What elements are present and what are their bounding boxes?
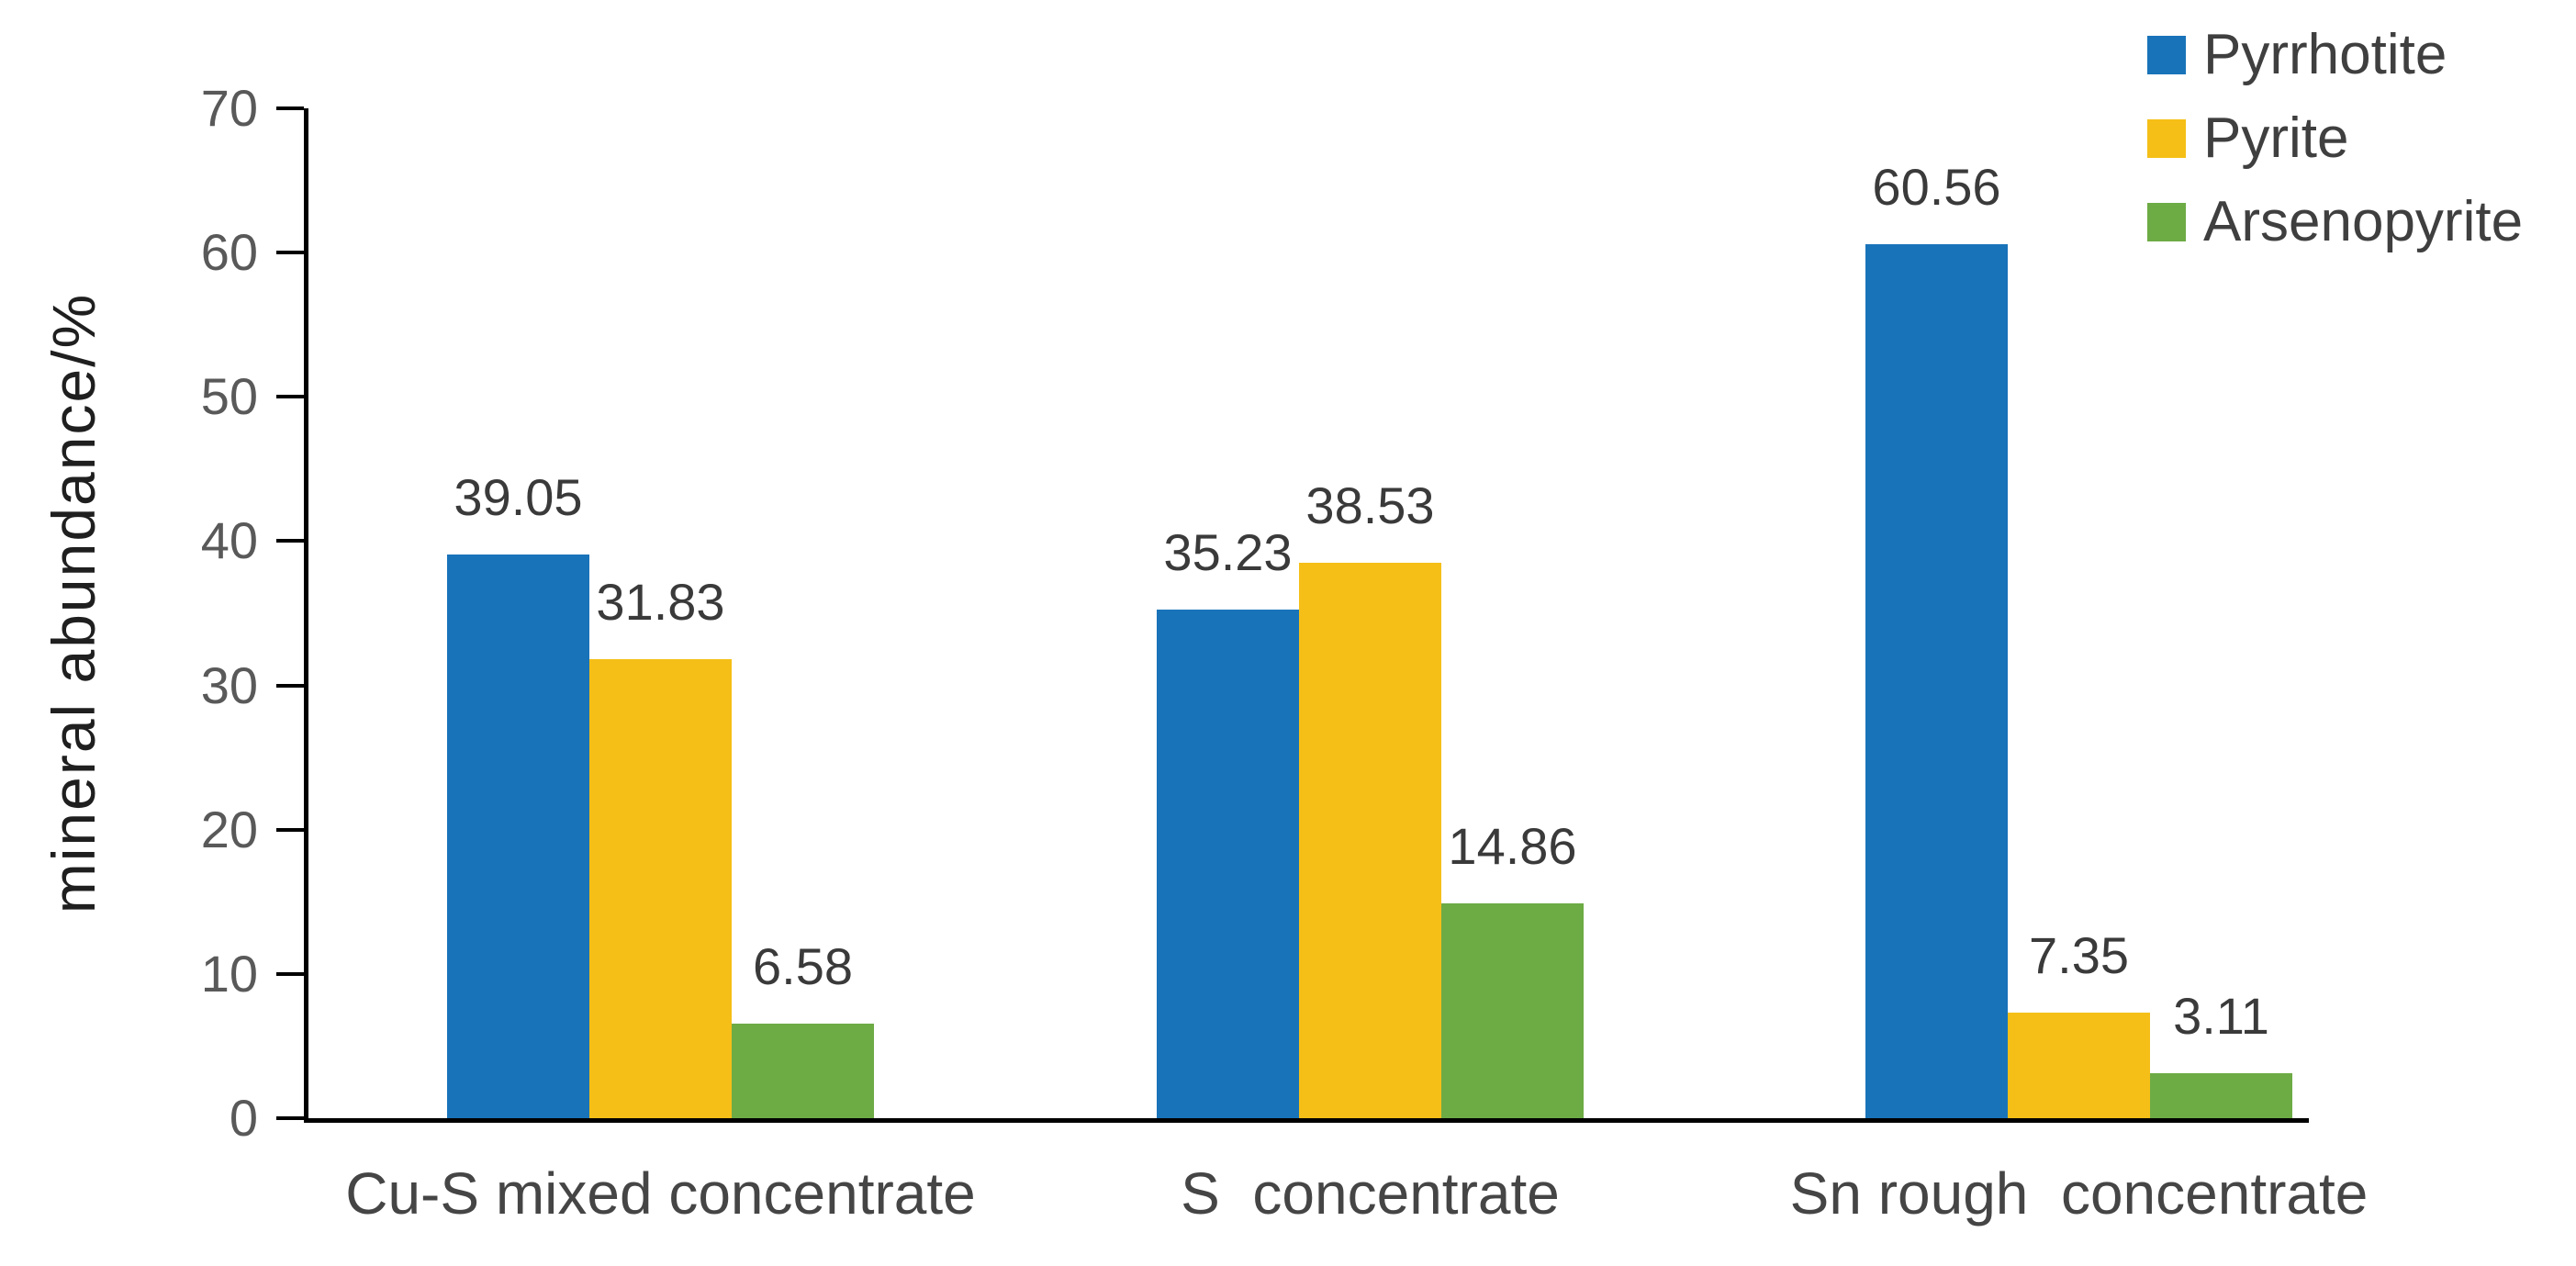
bar-pyrrhotite-s-concentrate (1157, 610, 1299, 1118)
value-label-pyrite-s-concentrate: 38.53 (1305, 476, 1435, 534)
bar-arsenopyrite-cu-s-mixed-concentrate (732, 1023, 874, 1118)
value-label-pyrrhotite-cu-s-mixed-concentrate: 39.05 (454, 468, 583, 527)
x-axis-line (304, 1118, 2309, 1123)
y-tick-label-30: 30 (200, 655, 258, 714)
legend-label-pyrrhotite: Pyrrhotite (2203, 22, 2447, 86)
y-tick-mark-30 (276, 683, 304, 688)
category-label-cu-s-mixed-concentrate: Cu-S mixed concentrate (345, 1160, 976, 1227)
value-label-arsenopyrite-s-concentrate: 14.86 (1448, 817, 1577, 876)
bar-pyrite-cu-s-mixed-concentrate (589, 658, 732, 1118)
legend-swatch-pyrrhotite (2147, 35, 2186, 74)
legend-item-arsenopyrite: Arsenopyrite (2147, 180, 2523, 263)
y-tick-label-60: 60 (200, 223, 258, 282)
y-tick-mark-10 (276, 971, 304, 976)
y-axis-title: mineral abundance/% (39, 292, 107, 914)
value-label-pyrrhotite-s-concentrate: 35.23 (1163, 523, 1293, 582)
y-tick-mark-20 (276, 827, 304, 832)
bar-pyrrhotite-sn-rough-concentrate (1865, 244, 2008, 1118)
value-label-arsenopyrite-sn-rough-concentrate: 3.11 (2173, 987, 2269, 1046)
value-label-pyrrhotite-sn-rough-concentrate: 60.56 (1872, 158, 2001, 217)
bar-pyrrhotite-cu-s-mixed-concentrate (447, 555, 589, 1118)
legend-item-pyrrhotite: Pyrrhotite (2147, 13, 2523, 96)
y-tick-mark-60 (276, 251, 304, 255)
legend-swatch-arsenopyrite (2147, 202, 2186, 241)
legend-label-pyrite: Pyrite (2203, 106, 2349, 170)
legend-swatch-pyrite (2147, 118, 2186, 158)
legend-item-pyrite: Pyrite (2147, 96, 2523, 180)
y-tick-label-20: 20 (200, 800, 258, 858)
value-label-pyrite-cu-s-mixed-concentrate: 31.83 (596, 572, 725, 631)
y-tick-label-70: 70 (200, 79, 258, 137)
bar-pyrite-s-concentrate (1299, 562, 1441, 1118)
legend-label-arsenopyrite: Arsenopyrite (2203, 189, 2524, 253)
bar-arsenopyrite-s-concentrate (1441, 903, 1584, 1118)
y-tick-mark-40 (276, 539, 304, 543)
bar-pyrite-sn-rough-concentrate (2008, 1012, 2150, 1118)
legend: Pyrrhotite Pyrite Arsenopyrite (2147, 13, 2523, 263)
bar-arsenopyrite-sn-rough-concentrate (2150, 1073, 2292, 1118)
y-tick-mark-0 (276, 1116, 304, 1120)
y-axis-line (304, 108, 308, 1123)
y-tick-mark-50 (276, 395, 304, 399)
category-label-s-concentrate: S concentrate (1181, 1160, 1560, 1227)
value-label-arsenopyrite-cu-s-mixed-concentrate: 6.58 (753, 936, 853, 995)
y-tick-label-10: 10 (200, 944, 258, 1003)
y-tick-label-40: 40 (200, 511, 258, 570)
y-tick-label-50: 50 (200, 367, 258, 426)
value-label-pyrite-sn-rough-concentrate: 7.35 (2029, 925, 2129, 984)
y-tick-label-0: 0 (229, 1089, 258, 1147)
y-tick-mark-70 (276, 106, 304, 110)
category-label-sn-rough-concentrate: Sn rough concentrate (1789, 1160, 2369, 1227)
